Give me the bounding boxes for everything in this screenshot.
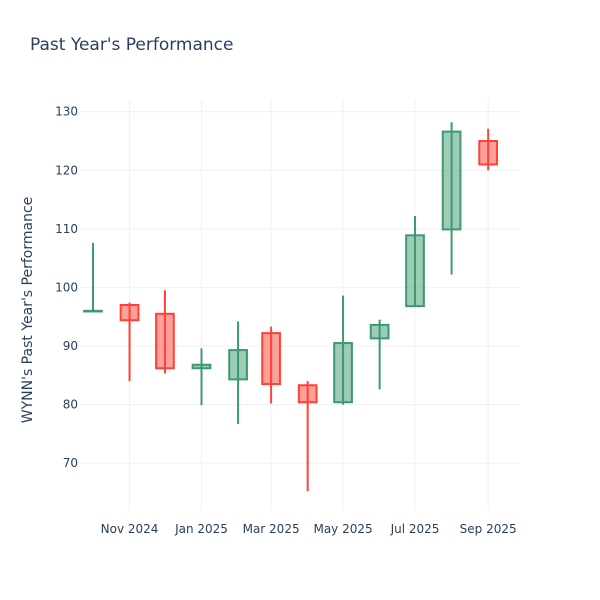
candle-down xyxy=(478,128,498,171)
y-axis-label: WYNN's Past Year's Performance xyxy=(20,197,36,424)
y-tick-label: 110 xyxy=(55,222,78,236)
candle-body xyxy=(119,304,140,322)
x-tick-label: May 2025 xyxy=(313,522,372,536)
x-tick-label: Sep 2025 xyxy=(460,522,517,536)
candle-up xyxy=(228,321,248,424)
candle-up xyxy=(83,242,103,313)
candle-down xyxy=(261,326,281,404)
candle-body xyxy=(478,140,498,166)
y-tick-label: 100 xyxy=(55,280,78,294)
candle-body xyxy=(369,323,390,340)
candle-body xyxy=(155,312,175,370)
y-tick-label: 70 xyxy=(63,456,78,470)
candle-body xyxy=(441,130,462,231)
x-tick-label: Mar 2025 xyxy=(243,522,300,536)
x-tick-label: Jan 2025 xyxy=(174,522,228,536)
candle-down xyxy=(297,381,318,492)
candle-up xyxy=(191,348,212,406)
x-axis-ticks: Nov 2024 Jan 2025 Mar 2025 May 2025 Jul 2025… xyxy=(101,522,517,536)
candle-up xyxy=(369,319,390,390)
candle-up xyxy=(333,295,353,405)
candles-layer xyxy=(83,122,498,492)
y-tick-label: 130 xyxy=(55,105,78,119)
y-tick-label: 120 xyxy=(55,163,78,177)
candle-body xyxy=(405,234,425,308)
candle-up xyxy=(441,122,462,275)
candle-body xyxy=(333,342,353,404)
candle-body xyxy=(191,363,212,370)
x-tick-label: Jul 2025 xyxy=(390,522,440,536)
grid-layer xyxy=(80,100,520,510)
candle-up xyxy=(405,215,425,308)
chart-title: Past Year's Performance xyxy=(30,35,234,55)
candle-body xyxy=(261,332,281,386)
candle-down xyxy=(119,302,140,382)
candle-body xyxy=(83,309,103,313)
candle-body xyxy=(297,384,318,404)
candle-down xyxy=(155,290,175,374)
x-tick-label: Nov 2024 xyxy=(101,522,159,536)
y-axis-ticks: 70 80 90 100 110 120 130 xyxy=(55,105,78,470)
candle-body xyxy=(228,349,248,381)
y-tick-label: 90 xyxy=(63,339,78,353)
y-tick-label: 80 xyxy=(63,398,78,412)
